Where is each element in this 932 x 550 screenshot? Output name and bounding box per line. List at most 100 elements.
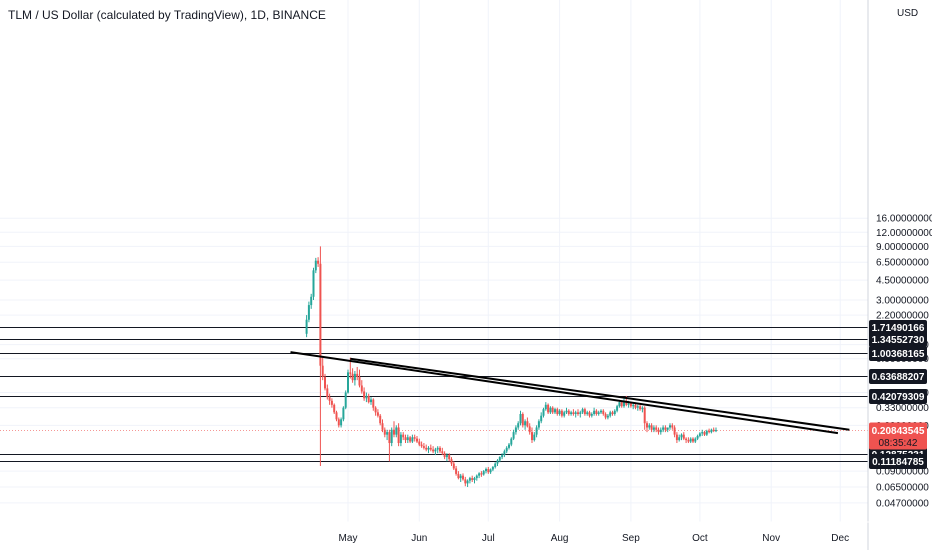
candle-body <box>450 459 453 464</box>
candle-body <box>427 447 430 450</box>
candle-body <box>478 473 481 476</box>
level-price-label: 0.63688207 <box>872 372 925 383</box>
candle <box>422 443 425 450</box>
candle <box>535 425 538 438</box>
candle-body <box>560 410 563 416</box>
candle-body <box>489 469 492 473</box>
candle-body <box>464 479 467 484</box>
candle-body <box>689 438 692 442</box>
candle <box>402 432 405 441</box>
candle-body <box>618 402 621 407</box>
currency-label: USD <box>897 8 918 19</box>
candle-body <box>351 373 354 381</box>
candle <box>485 467 487 474</box>
candle-body <box>510 438 513 445</box>
candle <box>673 425 676 438</box>
candle <box>406 434 409 444</box>
candle-body <box>319 263 322 366</box>
candle-body <box>349 372 352 374</box>
candle <box>567 409 570 416</box>
candle <box>305 315 308 338</box>
time-axis[interactable]: May Jun Jul Aug Sep Oct Nov Dec <box>339 533 850 544</box>
candle <box>432 446 435 454</box>
candle <box>512 429 515 441</box>
candle-body <box>328 397 331 401</box>
candle <box>324 373 326 391</box>
candle-body <box>581 409 584 413</box>
candle-body <box>422 446 425 448</box>
candle-body <box>337 419 340 426</box>
candle <box>393 421 395 438</box>
candle <box>452 461 455 471</box>
candle-body <box>399 434 402 444</box>
candle <box>655 425 658 433</box>
trend-line[interactable] <box>350 357 850 431</box>
candle-body <box>445 455 448 458</box>
candle-body <box>321 365 324 377</box>
candle-body <box>383 429 386 435</box>
candle <box>413 434 416 442</box>
trend-lines[interactable] <box>290 351 850 435</box>
candle <box>404 434 407 444</box>
candle-body <box>409 437 412 442</box>
candle <box>572 409 575 416</box>
candle-body <box>673 427 676 435</box>
price-tick-label: 6.50000000 <box>876 258 929 269</box>
candle <box>505 446 508 454</box>
candle-body <box>655 427 658 430</box>
candle-body <box>526 421 529 427</box>
candle-body <box>643 407 646 424</box>
last-price-label: 0.20843545 <box>872 426 925 437</box>
candle <box>353 370 356 386</box>
candle <box>696 434 699 441</box>
candle <box>586 410 589 416</box>
candle-body <box>623 400 625 407</box>
candle <box>606 413 609 420</box>
candle <box>710 428 713 434</box>
level-price-label: 1.71490166 <box>872 323 925 334</box>
candle-body <box>358 376 361 386</box>
candle-body <box>439 447 441 452</box>
candle <box>416 435 418 444</box>
candle-body <box>579 412 582 414</box>
time-tick-label: Aug <box>551 533 569 544</box>
candle-body <box>326 388 329 398</box>
candle-body <box>570 412 573 414</box>
candle-body <box>629 403 632 407</box>
candle <box>678 434 681 442</box>
candle-body <box>703 432 706 435</box>
candle-body <box>416 438 418 442</box>
candle-body <box>586 412 589 414</box>
candle <box>340 417 343 428</box>
candle-body <box>505 447 508 452</box>
candle-body <box>353 373 356 381</box>
candle-body <box>413 437 416 439</box>
candle-body <box>314 260 317 271</box>
candle-body <box>710 429 713 433</box>
candle <box>556 407 559 416</box>
candle <box>636 404 639 411</box>
candle-body <box>682 434 685 439</box>
candle <box>689 437 692 444</box>
trend-line[interactable] <box>290 351 839 435</box>
time-tick-label: Jun <box>411 533 427 544</box>
candle-body <box>441 451 444 454</box>
chart-title: TLM / US Dollar (calculated by TradingVi… <box>8 8 326 22</box>
candle-body <box>501 455 504 458</box>
candle-body <box>356 373 359 377</box>
candle <box>386 429 389 441</box>
candle-body <box>411 437 414 442</box>
horizontal-levels <box>0 327 868 462</box>
candle-body <box>519 413 522 424</box>
candle <box>399 432 402 447</box>
candle-body <box>641 407 644 410</box>
candle-body <box>540 415 543 422</box>
candle <box>496 459 499 466</box>
candle-body <box>567 410 570 414</box>
candle <box>376 409 379 418</box>
candle-body <box>386 432 389 435</box>
candle-body <box>611 412 614 414</box>
